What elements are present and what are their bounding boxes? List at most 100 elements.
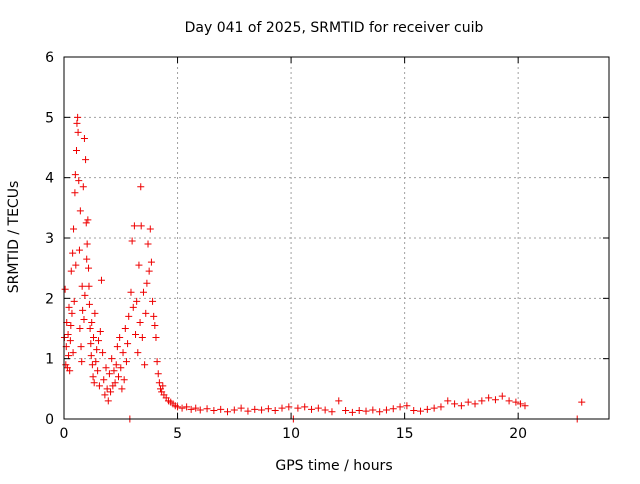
- data-point: [578, 398, 586, 406]
- data-points: [60, 113, 586, 423]
- data-point: [78, 358, 86, 366]
- data-point: [105, 370, 113, 378]
- data-point: [73, 119, 81, 127]
- data-point: [82, 219, 90, 227]
- data-point: [285, 403, 293, 411]
- data-point: [132, 331, 140, 339]
- data-point: [129, 303, 137, 311]
- data-point: [104, 397, 112, 405]
- data-point: [294, 404, 302, 412]
- x-axis-label: GPS time / hours: [275, 458, 392, 474]
- data-point: [417, 407, 425, 415]
- y-tick-label: 2: [45, 291, 54, 307]
- data-point: [230, 406, 238, 414]
- data-point: [69, 349, 77, 357]
- data-point: [62, 361, 70, 369]
- data-point: [437, 403, 445, 411]
- data-point: [82, 156, 90, 164]
- data-point: [258, 406, 266, 414]
- data-point: [251, 405, 259, 413]
- data-point: [142, 309, 150, 317]
- data-point: [154, 370, 162, 378]
- data-point: [521, 402, 529, 410]
- data-point: [93, 346, 101, 354]
- data-point: [146, 225, 154, 233]
- data-point: [308, 405, 316, 413]
- data-point: [403, 402, 411, 410]
- data-point: [196, 406, 204, 414]
- data-point: [119, 349, 127, 357]
- data-point: [301, 403, 309, 411]
- data-point: [210, 407, 218, 415]
- x-tick-label: 5: [173, 426, 182, 442]
- y-tick-label: 6: [45, 50, 54, 66]
- data-point: [471, 400, 479, 408]
- data-point: [147, 258, 155, 266]
- data-point: [113, 343, 121, 351]
- data-point: [150, 312, 158, 320]
- data-point: [117, 364, 125, 372]
- data-point: [143, 279, 151, 287]
- data-point: [464, 398, 472, 406]
- data-point: [122, 358, 130, 366]
- data-point: [342, 407, 350, 415]
- data-point: [376, 408, 384, 416]
- x-tick-label: 0: [60, 426, 69, 442]
- data-point: [65, 303, 73, 311]
- y-tick-label: 4: [45, 171, 54, 187]
- data-point: [152, 334, 160, 342]
- data-point: [271, 407, 279, 415]
- data-point: [92, 358, 100, 366]
- data-point: [369, 406, 377, 414]
- data-point: [66, 337, 74, 345]
- data-point: [135, 261, 143, 269]
- x-tick-label: 20: [509, 426, 527, 442]
- data-point: [79, 183, 87, 191]
- data-point: [75, 246, 83, 254]
- data-point: [76, 325, 84, 332]
- data-point: [120, 376, 128, 384]
- data-point: [134, 349, 142, 357]
- data-point: [174, 403, 182, 411]
- data-point: [95, 337, 103, 345]
- data-point: [71, 171, 79, 179]
- data-point: [74, 113, 82, 121]
- data-point: [127, 288, 135, 296]
- data-point: [149, 297, 157, 305]
- data-point: [505, 397, 513, 405]
- data-point: [79, 306, 87, 314]
- data-point: [328, 408, 336, 416]
- data-point: [410, 407, 418, 415]
- data-point: [187, 405, 195, 413]
- data-point: [74, 128, 82, 136]
- data-point: [516, 400, 524, 408]
- data-point: [314, 404, 322, 412]
- data-point: [66, 367, 74, 375]
- data-point: [77, 343, 85, 351]
- data-point: [136, 318, 144, 326]
- data-point: [139, 288, 147, 296]
- data-point: [70, 297, 78, 305]
- data-point: [86, 325, 94, 332]
- data-point: [137, 222, 145, 230]
- data-point: [85, 300, 93, 308]
- data-point: [100, 376, 108, 384]
- data-point: [85, 264, 93, 272]
- x-tick-label: 10: [282, 426, 300, 442]
- data-point: [348, 408, 356, 416]
- data-point: [485, 394, 493, 402]
- data-point: [138, 334, 146, 342]
- data-point: [278, 404, 286, 412]
- data-point: [78, 282, 86, 290]
- data-point: [224, 408, 231, 416]
- data-point: [128, 237, 136, 245]
- data-point: [362, 407, 370, 415]
- data-point: [84, 216, 92, 224]
- y-axis-label: SRMTID / TECUs: [6, 181, 22, 294]
- data-point: [423, 405, 431, 413]
- data-point: [96, 328, 104, 336]
- data-point: [396, 403, 404, 411]
- data-point: [389, 405, 397, 413]
- y-tick-label: 0: [45, 412, 54, 428]
- data-point: [94, 367, 102, 375]
